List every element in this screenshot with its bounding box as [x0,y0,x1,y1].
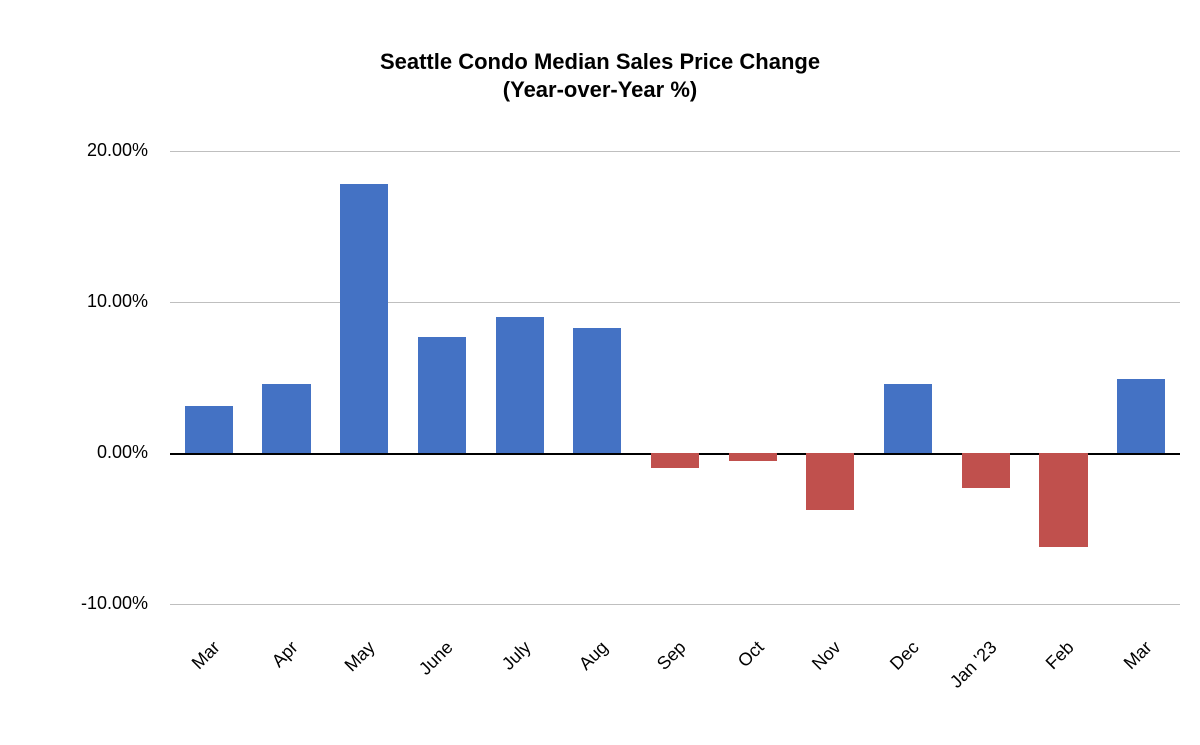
plot-area [170,151,1180,604]
bar [573,328,621,453]
gridline [170,604,1180,605]
bar [884,384,932,453]
bars-group [170,151,1180,604]
y-tick-label: 20.00% [0,140,148,161]
bar [1039,453,1087,547]
bar [1117,379,1165,453]
chart-title-line2: (Year-over-Year %) [503,77,697,102]
bar [729,453,777,461]
bar [418,337,466,453]
bar [496,317,544,453]
bar [962,453,1010,488]
bar [806,453,854,510]
chart-container: Seattle Condo Median Sales Price Change … [0,0,1200,745]
chart-title: Seattle Condo Median Sales Price Change … [0,48,1200,103]
bar [340,184,388,453]
y-tick-label: 10.00% [0,291,148,312]
bar [185,406,233,453]
bar [651,453,699,468]
y-tick-label: -10.00% [0,593,148,614]
chart-title-line1: Seattle Condo Median Sales Price Change [380,49,820,74]
bar [262,384,310,453]
y-tick-label: 0.00% [0,442,148,463]
